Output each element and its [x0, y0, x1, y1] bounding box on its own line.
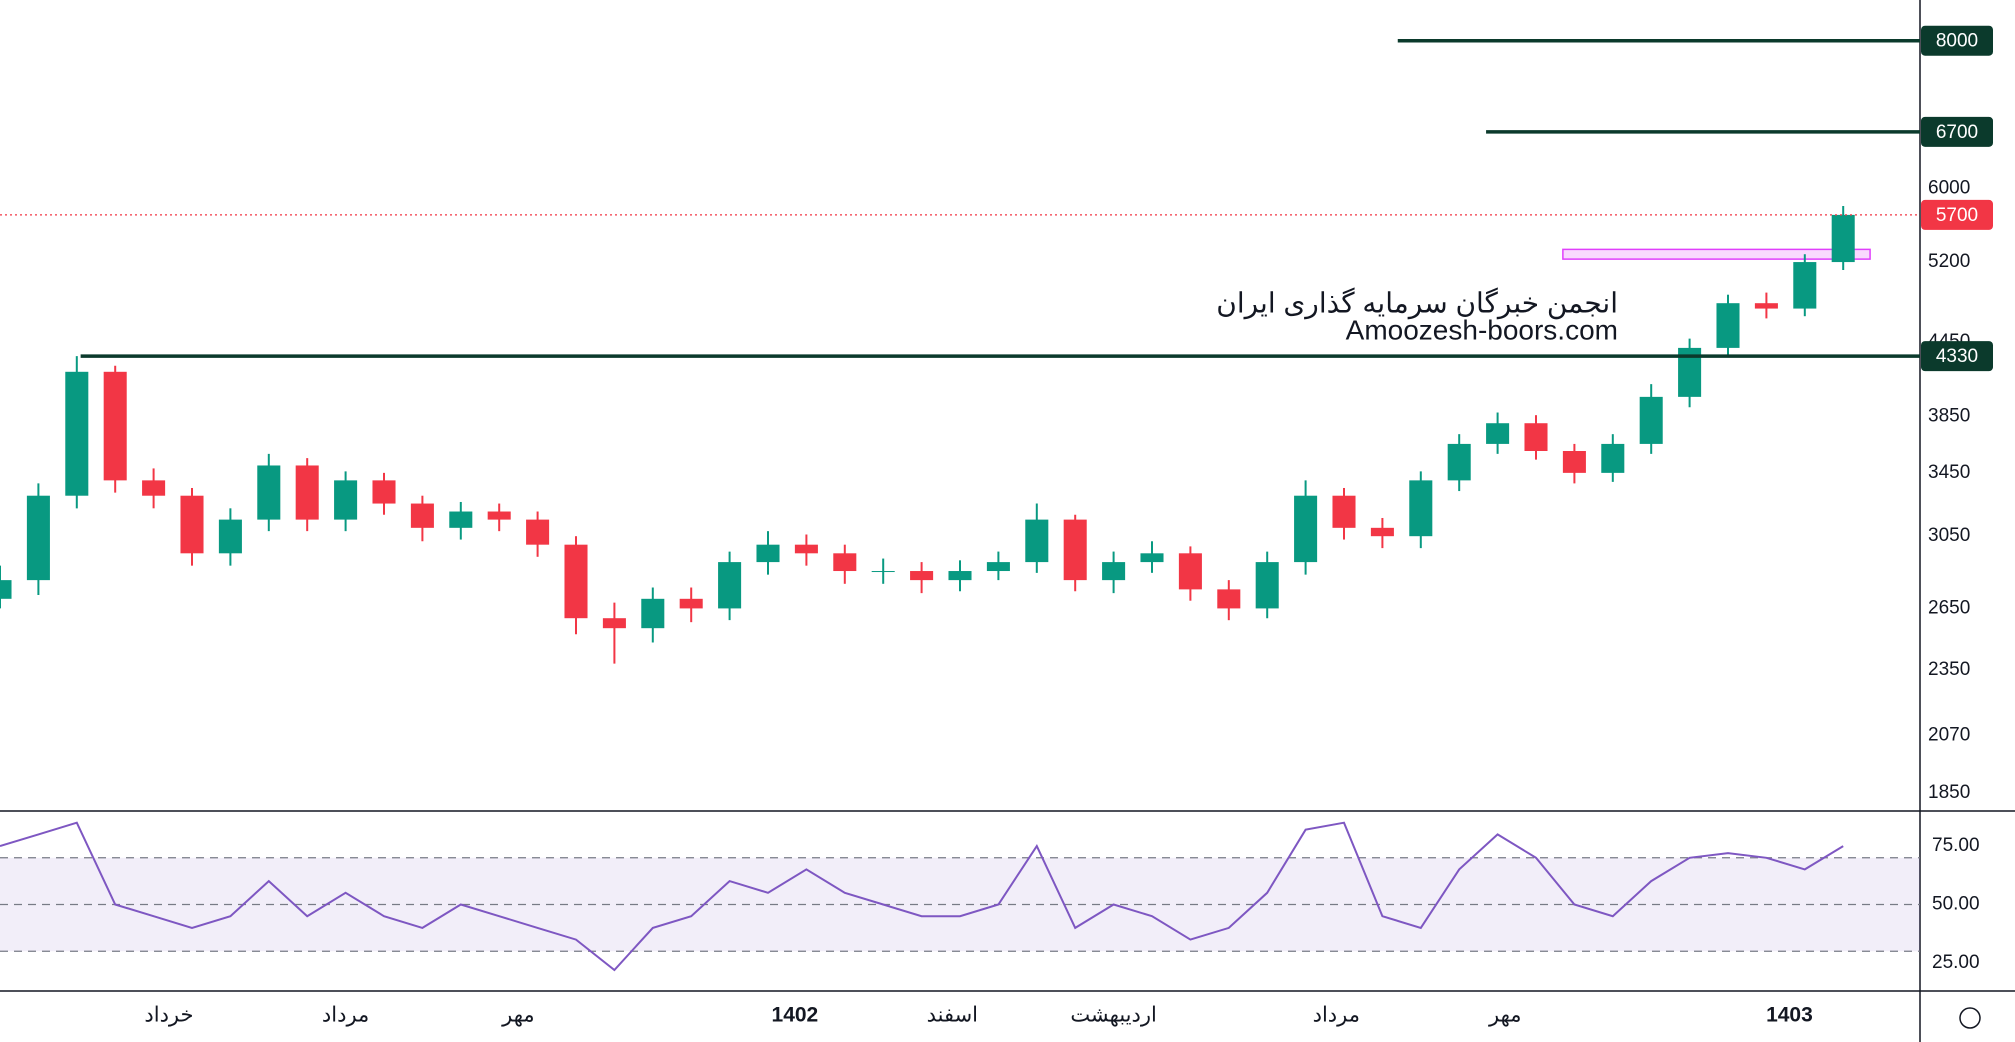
candle-body [142, 480, 166, 496]
x-tick-label: اسفند [927, 1004, 978, 1027]
y-tick-label: 2350 [1928, 659, 1970, 680]
x-tick-label: مهر [501, 1004, 535, 1028]
candle-body [1140, 553, 1164, 563]
candle-body [1486, 423, 1510, 444]
candle-body [1447, 443, 1471, 481]
level-label: 4330 [1936, 346, 1978, 367]
watermark-line: انجمن خبرگان سرمایه گذاری ایران [1216, 286, 1618, 319]
candle-body [1831, 214, 1855, 263]
x-tick-label: مرداد [1313, 1004, 1360, 1028]
candle-body [487, 511, 511, 520]
candle-body [65, 371, 89, 496]
candle-body [641, 598, 665, 629]
x-tick-label: 1402 [772, 1004, 819, 1027]
rsi-tick-label: 25.00 [1932, 952, 1980, 973]
x-tick-label: خرداد [144, 1004, 193, 1028]
y-tick-label: 6000 [1928, 178, 1970, 199]
x-tick-label: مرداد [322, 1004, 369, 1028]
candle-body [1524, 423, 1548, 452]
candle-body [103, 371, 127, 481]
candle-body [986, 562, 1010, 572]
y-tick-label: 2650 [1928, 597, 1970, 618]
candle-body [526, 519, 550, 545]
candle-body [1294, 495, 1318, 563]
level-label-bg [1921, 25, 1993, 56]
y-tick-label: 3850 [1928, 406, 1970, 427]
rsi-tick-label: 50.00 [1932, 894, 1980, 915]
x-tick-label: مهر [1488, 1004, 1522, 1028]
candle-body [1025, 519, 1049, 563]
y-tick-label: 2070 [1928, 724, 1970, 745]
candle-body [602, 618, 626, 629]
y-tick-label: 3050 [1928, 525, 1970, 546]
candle-body [295, 465, 319, 520]
candle-body [1793, 262, 1817, 309]
candle-body [218, 519, 242, 554]
candle-body [948, 571, 972, 581]
candle-body [833, 553, 857, 572]
candle-body [1255, 562, 1279, 609]
candle-body [756, 544, 780, 563]
x-tick-label: 1403 [1766, 1004, 1813, 1027]
candle-body [718, 562, 742, 609]
watermark-line: Amoozesh-boors.com [1346, 314, 1618, 345]
last-price-bg [1921, 199, 1993, 230]
candle-body [1409, 480, 1433, 537]
candle-body [1063, 519, 1087, 581]
candle-body [26, 495, 50, 581]
rsi-line [0, 821, 1844, 972]
candle-body [372, 480, 396, 504]
candle-body [1678, 347, 1702, 397]
y-tick-label: 5200 [1928, 251, 1970, 272]
settings-icon[interactable] [1959, 1007, 1981, 1029]
candle-body [1716, 303, 1740, 348]
level-label: 6700 [1936, 122, 1978, 143]
rsi-tick-label: 75.00 [1932, 835, 1980, 856]
candle-body [1754, 303, 1778, 309]
candle-body [449, 511, 473, 528]
candle-body [910, 571, 934, 581]
level-label-bg [1921, 341, 1993, 372]
level-label: 8000 [1936, 31, 1978, 52]
zone [1562, 248, 1871, 260]
candle-body [1601, 443, 1625, 473]
candle-body [871, 571, 895, 573]
candle-body [794, 544, 818, 554]
candle-body [1178, 553, 1202, 590]
candle-body [564, 544, 588, 619]
y-tick-label: 3450 [1928, 462, 1970, 483]
candle-body [1102, 562, 1126, 581]
candle-body [1370, 527, 1394, 537]
candle-body [410, 503, 434, 528]
candle-body [1639, 396, 1663, 444]
candle-body [1562, 451, 1586, 473]
x-tick-label: اردیبهشت [1070, 1004, 1157, 1028]
candle-body [1217, 589, 1241, 609]
last-price-label: 5700 [1936, 205, 1978, 226]
y-tick-label: 1850 [1928, 782, 1970, 803]
candle-body [180, 495, 204, 554]
candle-body [334, 480, 358, 520]
candle-body [257, 465, 281, 520]
candle-body [1332, 495, 1356, 528]
candle-body [0, 580, 12, 599]
level-label-bg [1921, 116, 1993, 147]
candle-body [679, 598, 703, 609]
